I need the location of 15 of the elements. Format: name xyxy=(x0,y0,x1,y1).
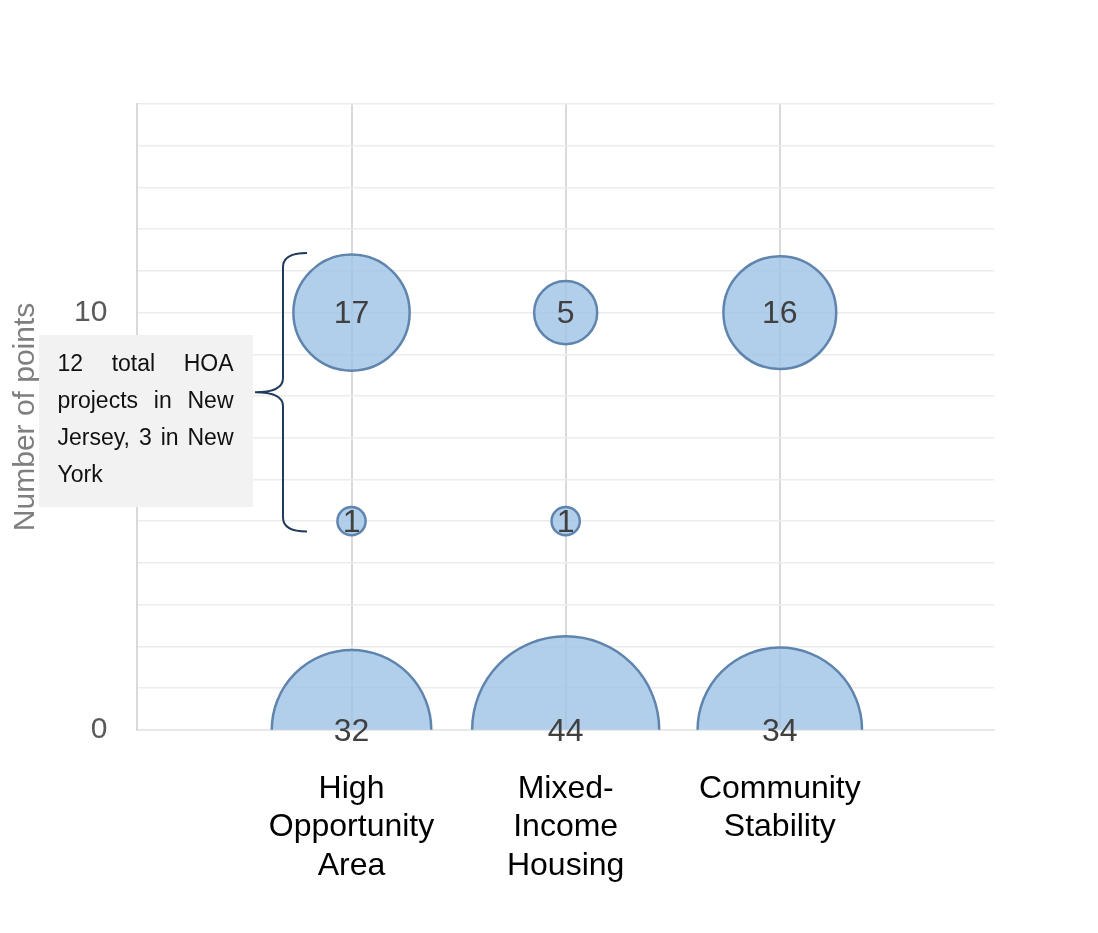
y-tick-label: 10 xyxy=(73,293,108,327)
data-label: 16 xyxy=(762,294,798,331)
data-label: 1 xyxy=(556,503,575,540)
y-tick-label: 0 xyxy=(90,711,108,745)
data-label: 17 xyxy=(333,294,370,331)
annotation: 12 total HOA projects in New Jersey, 3 in New York xyxy=(38,334,253,507)
data-label: 44 xyxy=(547,711,584,748)
y-axis-title: Number of points xyxy=(7,302,41,532)
data-label: 34 xyxy=(762,711,798,748)
x-tick-label: High Opportunity Area xyxy=(268,768,435,882)
x-tick-label: Mixed-Income Housing xyxy=(506,768,625,882)
data-label: 1 xyxy=(342,503,361,540)
x-tick-label: Community Stability xyxy=(698,768,861,844)
data-label: 32 xyxy=(333,711,370,748)
data-label: 5 xyxy=(556,294,575,331)
